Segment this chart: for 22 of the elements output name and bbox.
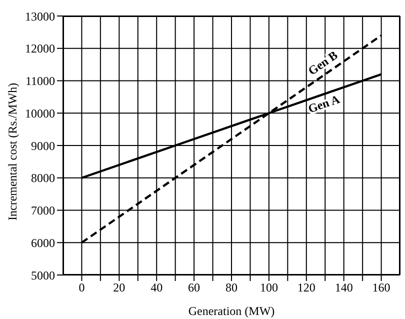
x-tick-label: 20 bbox=[113, 280, 126, 295]
y-tick-label: 11000 bbox=[25, 74, 55, 88]
y-tick-label: 9000 bbox=[31, 138, 55, 153]
x-tick-label: 60 bbox=[188, 280, 200, 295]
x-tick-label: 160 bbox=[372, 280, 390, 295]
y-tick-label: 10000 bbox=[25, 106, 55, 120]
x-tick-label: 120 bbox=[297, 280, 316, 295]
x-tick-label: 140 bbox=[334, 280, 353, 295]
text: Gen A bbox=[306, 92, 342, 116]
x-tick-label: 40 bbox=[150, 280, 163, 295]
y-tick-label: 6000 bbox=[31, 236, 55, 250]
x-tick-label: 100 bbox=[260, 280, 278, 295]
y-axis-title: Incremental cost (Rs./MWh) bbox=[5, 82, 20, 220]
y-tick-label: 13000 bbox=[25, 9, 55, 24]
y-tick-label: 5000 bbox=[31, 268, 55, 282]
y-tick-label: 12000 bbox=[25, 42, 55, 56]
x-axis-title: Generation (MW) bbox=[188, 304, 275, 318]
text: Gen B bbox=[306, 48, 340, 78]
y-tick-label: 8000 bbox=[31, 171, 55, 186]
x-tick-label: 0 bbox=[78, 280, 85, 295]
x-tick-label: 80 bbox=[226, 280, 238, 295]
y-tick-label: 7000 bbox=[31, 204, 55, 218]
